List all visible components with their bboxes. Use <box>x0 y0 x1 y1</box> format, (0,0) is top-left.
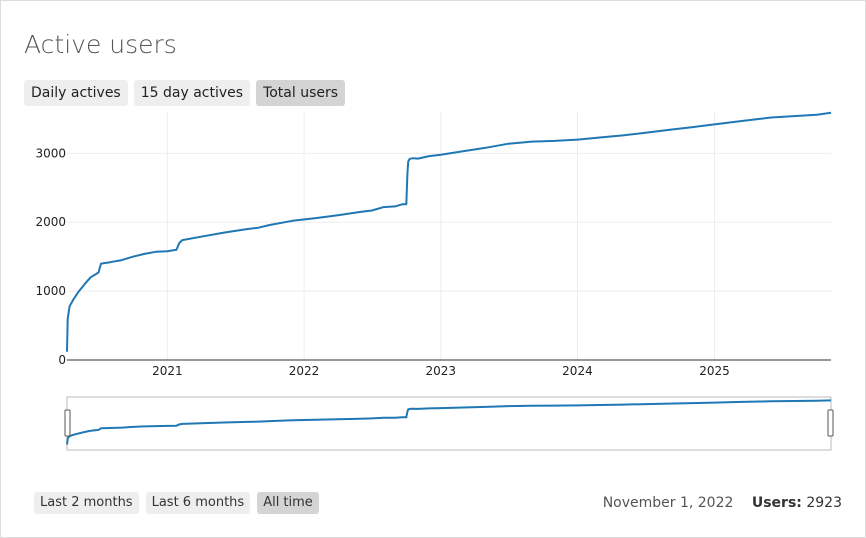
tab-total-users[interactable]: Total users <box>256 80 346 106</box>
y-tick-label: 3000 <box>35 146 66 160</box>
hover-status: November 1, 2022 Users: 2923 <box>603 492 842 514</box>
all-time-button[interactable]: All time <box>257 492 319 514</box>
y-tick-label: 1000 <box>35 284 66 298</box>
range-slider-left-handle[interactable] <box>64 409 71 437</box>
x-tick-label: 2024 <box>562 364 593 378</box>
range-slider[interactable] <box>64 396 834 451</box>
range-buttons: Last 2 months Last 6 months All time <box>34 492 319 514</box>
range-slider-line <box>66 399 832 445</box>
users-label: Users: <box>751 495 802 511</box>
total-users-line <box>66 111 832 352</box>
axis-layer: 0 1000 2000 3000 2021 2022 2023 2024 2025 <box>35 146 831 378</box>
last-2-months-button[interactable]: Last 2 months <box>34 492 139 514</box>
users-value: 2923 <box>806 495 842 511</box>
series-layer <box>66 111 832 352</box>
x-tick-label: 2021 <box>152 364 183 378</box>
metric-tabs: Daily actives 15 day actives Total users <box>24 80 346 106</box>
tab-15-day-actives[interactable]: 15 day actives <box>133 80 251 106</box>
last-6-months-button[interactable]: Last 6 months <box>145 492 251 514</box>
grid-layer <box>67 112 831 360</box>
x-tick-label: 2022 <box>289 364 320 378</box>
y-tick-label: 2000 <box>35 215 66 229</box>
tab-daily-actives[interactable]: Daily actives <box>24 80 128 106</box>
x-tick-label: 2023 <box>425 364 456 378</box>
y-tick-label: 0 <box>58 353 66 367</box>
x-tick-label: 2025 <box>699 364 730 378</box>
page-title: Active users <box>24 30 177 59</box>
range-slider-right-handle[interactable] <box>827 409 834 437</box>
hover-date: November 1, 2022 <box>602 495 734 511</box>
